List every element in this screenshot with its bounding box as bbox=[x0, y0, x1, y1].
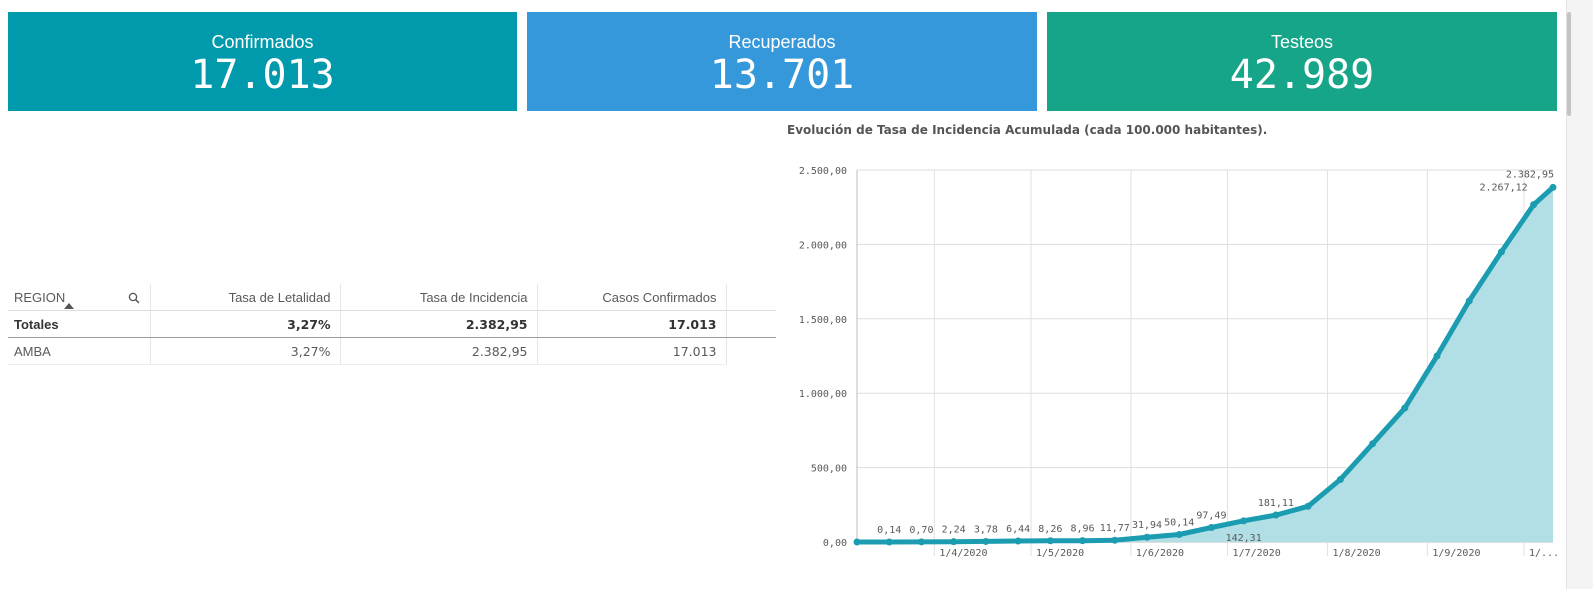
data-point bbox=[1304, 502, 1312, 510]
row-casos[interactable]: 17.013 bbox=[537, 337, 727, 365]
table-row[interactable]: AMBA 3,27% 2.382,95 17.013 bbox=[8, 337, 776, 365]
column-header-incidencia[interactable]: Tasa de Incidencia bbox=[340, 284, 538, 311]
scrollbar-thumb[interactable] bbox=[1567, 12, 1571, 116]
kpi-recuperados[interactable]: Recuperados 13.701 bbox=[527, 12, 1037, 111]
x-tick-label: 1/8/2020 bbox=[1332, 548, 1380, 559]
data-point bbox=[1369, 440, 1377, 448]
column-header-casos[interactable]: Casos Confirmados bbox=[537, 284, 727, 311]
data-label: 2.267,12 bbox=[1479, 183, 1527, 194]
x-tick-label: 1/... bbox=[1529, 548, 1559, 559]
column-header-label: REGION bbox=[14, 289, 66, 305]
y-tick-label: 500,00 bbox=[811, 464, 847, 475]
data-label: 97,49 bbox=[1196, 510, 1226, 521]
data-point bbox=[1465, 297, 1473, 305]
data-label: 31,94 bbox=[1132, 520, 1162, 531]
column-header-region[interactable]: REGION bbox=[8, 284, 151, 311]
data-points bbox=[853, 183, 1557, 546]
column-header-letalidad[interactable]: Tasa de Letalidad bbox=[150, 284, 341, 311]
x-tick-label: 1/6/2020 bbox=[1136, 548, 1184, 559]
area-fill bbox=[857, 187, 1553, 542]
data-label: 11,77 bbox=[1100, 523, 1130, 534]
data-label: 181,11 bbox=[1258, 498, 1294, 509]
data-point bbox=[1549, 183, 1557, 191]
data-point bbox=[1079, 537, 1087, 545]
data-point bbox=[1497, 248, 1505, 256]
data-label: 0,14 bbox=[877, 525, 901, 536]
row-incidencia[interactable]: 2.382,95 bbox=[340, 337, 538, 365]
x-tick-label: 1/9/2020 bbox=[1432, 548, 1480, 559]
data-label: 50,14 bbox=[1164, 518, 1194, 529]
data-point bbox=[1240, 517, 1248, 525]
y-tick-label: 1.500,00 bbox=[799, 315, 847, 326]
data-label: 8,96 bbox=[1071, 524, 1095, 535]
data-label: 0,70 bbox=[909, 525, 933, 536]
kpi-value: 13.701 bbox=[709, 52, 855, 98]
data-point bbox=[982, 537, 990, 545]
table-header-row: REGION Tasa de Letalidad Tasa de Inciden… bbox=[8, 284, 776, 311]
totals-row: Totales 3,27% 2.382,95 17.013 bbox=[8, 310, 776, 338]
totals-incidencia: 2.382,95 bbox=[340, 310, 538, 338]
totals-empty bbox=[726, 310, 776, 338]
kpi-label: Confirmados bbox=[211, 32, 314, 52]
x-tick-label: 1/5/2020 bbox=[1036, 548, 1084, 559]
chart-title: Evolución de Tasa de Incidencia Acumulad… bbox=[787, 123, 1268, 137]
totals-letalidad: 3,27% bbox=[150, 310, 341, 338]
kpi-value: 17.013 bbox=[190, 52, 335, 98]
data-point bbox=[1530, 201, 1538, 209]
data-point bbox=[1111, 536, 1119, 544]
data-label: 2,24 bbox=[942, 525, 966, 536]
data-point bbox=[1175, 531, 1183, 539]
data-label: 8,26 bbox=[1038, 524, 1062, 535]
data-label: 3,78 bbox=[974, 524, 998, 535]
totals-label: Totales bbox=[8, 310, 151, 338]
y-tick-label: 1.000,00 bbox=[799, 389, 847, 400]
search-icon[interactable] bbox=[128, 292, 140, 304]
x-axis: 1/4/2020 1/5/2020 1/6/2020 1/7/2020 1/8/2020… bbox=[939, 548, 1559, 559]
data-label: 6,44 bbox=[1006, 524, 1030, 535]
data-point bbox=[950, 538, 958, 546]
data-labels: 0,14 0,70 2,24 3,78 6,44 8,26 8,96 11,77 31,94 50… bbox=[877, 169, 1554, 543]
data-point bbox=[1401, 404, 1409, 412]
data-label: 142,31 bbox=[1226, 533, 1262, 544]
y-tick-label: 2.000,00 bbox=[799, 240, 847, 251]
totals-casos: 17.013 bbox=[537, 310, 727, 338]
region-table: REGION Tasa de Letalidad Tasa de Inciden… bbox=[8, 284, 776, 365]
data-point bbox=[917, 538, 925, 546]
data-point bbox=[853, 538, 861, 546]
y-axis: 0,00 500,00 1.000,00 1.500,00 2.000,00 2.500,… bbox=[799, 166, 847, 549]
kpi-label: Testeos bbox=[1270, 32, 1334, 52]
x-tick-label: 1/4/2020 bbox=[939, 548, 987, 559]
kpi-confirmados[interactable]: Confirmados 17.013 bbox=[8, 12, 517, 111]
data-point bbox=[1046, 537, 1054, 545]
column-header-empty bbox=[726, 284, 776, 311]
data-point bbox=[1433, 352, 1441, 360]
y-tick-label: 2.500,00 bbox=[799, 166, 847, 177]
kpi-testeos[interactable]: Testeos 42.989 bbox=[1047, 12, 1557, 111]
kpi-label: Recuperados bbox=[728, 32, 836, 52]
sort-ascending-icon[interactable] bbox=[64, 303, 74, 309]
data-label: 2.382,95 bbox=[1506, 169, 1554, 180]
data-point bbox=[1336, 476, 1344, 484]
data-point bbox=[1014, 537, 1022, 545]
data-point bbox=[1272, 511, 1280, 519]
x-tick-label: 1/7/2020 bbox=[1233, 548, 1281, 559]
row-region[interactable]: AMBA bbox=[8, 337, 151, 365]
kpi-value: 42.989 bbox=[1229, 52, 1375, 98]
data-point bbox=[885, 538, 893, 546]
data-point bbox=[1143, 533, 1151, 541]
row-letalidad[interactable]: 3,27% bbox=[150, 337, 341, 365]
y-tick-label: 0,00 bbox=[823, 538, 847, 549]
data-point bbox=[1207, 523, 1215, 531]
